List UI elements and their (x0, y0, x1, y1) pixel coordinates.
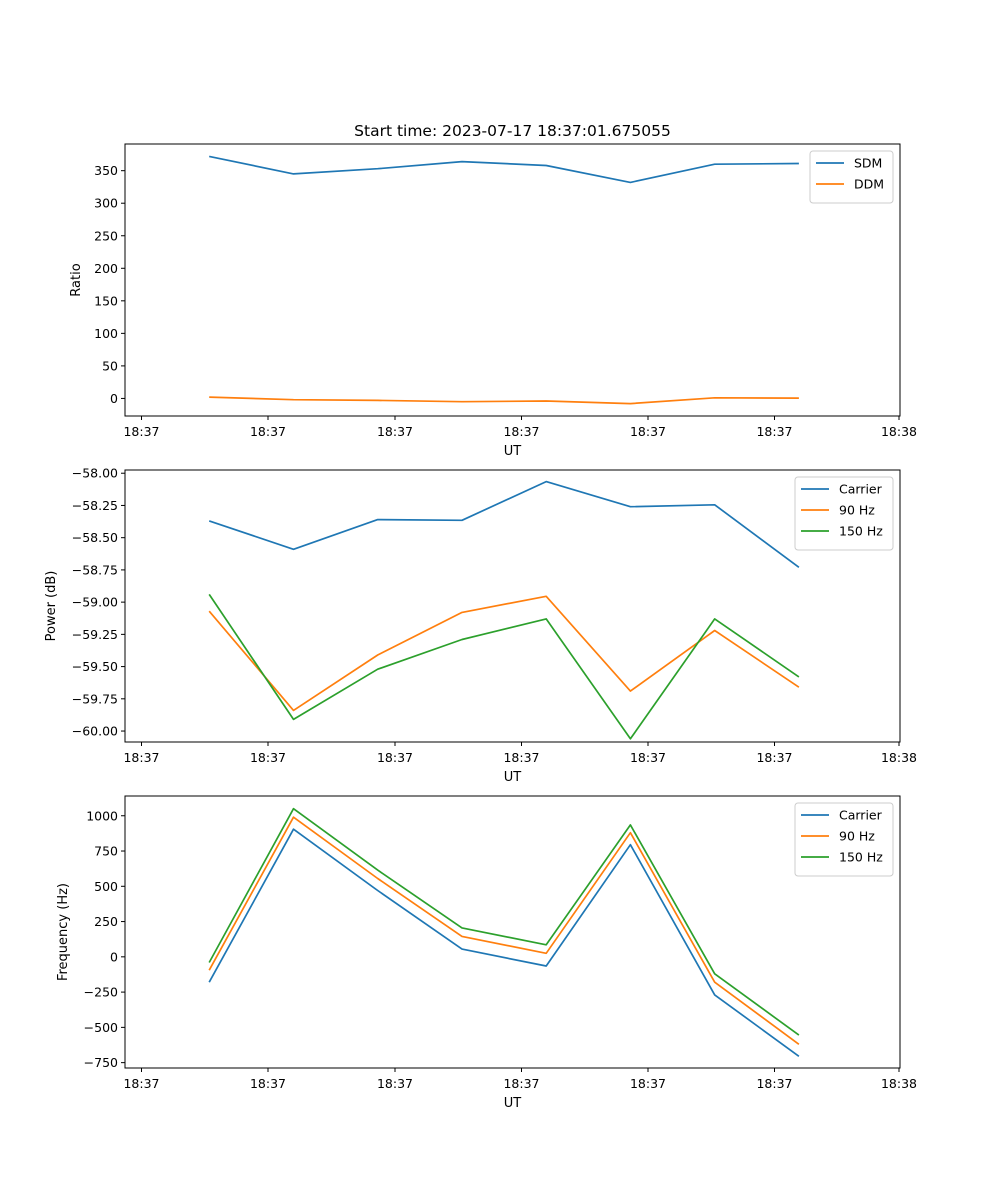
y-tick-label: −58.75 (72, 562, 118, 577)
axes-frame (124, 469, 901, 743)
x-tick-label: 18:37 (503, 424, 539, 439)
x-tick-label: 18:37 (123, 750, 159, 765)
legend-label: 150 Hz (839, 850, 883, 865)
y-tick-label: 0 (110, 949, 118, 964)
panels: 0 50 100 150 200 250 300 350 18:37 18:37 18:37 18:3… (44, 143, 917, 1111)
axes-frame (124, 143, 901, 417)
legend: Carrier 90 Hz 150 Hz (794, 476, 894, 551)
y-tick-label: −59.25 (72, 627, 118, 642)
y-tick-label: −59.50 (72, 659, 118, 674)
x-tick-label: 18:37 (630, 1076, 666, 1091)
legend-label: 90 Hz (839, 503, 875, 518)
x-tick-label: 18:37 (756, 750, 792, 765)
y-axis-label: Frequency (Hz) (56, 883, 71, 981)
legend-box (809, 150, 894, 204)
x-tick-label: 18:37 (756, 424, 792, 439)
series-line-150-hz (208, 593, 800, 740)
chart-panel-2: −60.00 −59.75 −59.50 −59.25 −59.00 −58.75 −58.… (44, 466, 917, 785)
series-line-sdm (209, 155, 799, 184)
y-tick-label: −58.00 (72, 466, 118, 481)
figure-title: Start time: 2023-07-17 18:37:01.675055 (354, 122, 671, 140)
x-tick-label: 18:37 (503, 750, 539, 765)
x-tick-label: 18:37 (250, 424, 286, 439)
y-axis-label: Ratio (69, 263, 84, 296)
x-tick-label: 18:37 (756, 1076, 792, 1091)
y-tick-label: 100 (94, 326, 118, 341)
series-line-90-hz (208, 816, 800, 1045)
x-tick-label: 18:37 (123, 1076, 159, 1091)
x-axis-label: UT (504, 444, 522, 459)
legend-label: 150 Hz (839, 524, 883, 539)
x-tick-label: 18:38 (881, 1076, 917, 1091)
legend-label: 90 Hz (839, 829, 875, 844)
x-tick-label: 18:37 (250, 750, 286, 765)
x-tick-label: 18:37 (377, 750, 413, 765)
x-tick-label: 18:38 (881, 750, 917, 765)
y-tick-label: 250 (94, 914, 118, 929)
y-tick-label: 1000 (86, 808, 118, 823)
x-tick-label: 18:37 (503, 1076, 539, 1091)
x-axis-label: UT (504, 770, 522, 785)
series-line-ddm (209, 396, 799, 405)
y-tick-label: −58.25 (72, 498, 118, 513)
y-tick-label: 250 (94, 228, 118, 243)
axes-frame (124, 795, 901, 1069)
y-tick-label: −250 (84, 985, 118, 1000)
series-line-90-hz (208, 595, 800, 712)
legend-label: SDM (854, 156, 882, 171)
y-tick-label: −750 (84, 1055, 118, 1070)
legend-label: Carrier (839, 808, 883, 823)
series-line-carrier (208, 480, 800, 568)
x-tick-label: 18:37 (630, 750, 666, 765)
y-tick-label: 350 (94, 163, 118, 178)
legend: Carrier 90 Hz 150 Hz (794, 802, 894, 877)
x-axis-label: UT (504, 1096, 522, 1111)
x-tick-label: 18:37 (250, 1076, 286, 1091)
y-tick-label: 0 (110, 391, 118, 406)
legend: SDM DDM (809, 150, 894, 204)
y-tick-label: −59.75 (72, 691, 118, 706)
chart-panel-1: 0 50 100 150 200 250 300 350 18:37 18:37 18:37 18:3… (69, 143, 917, 459)
legend-label: Carrier (839, 482, 883, 497)
y-tick-label: 150 (94, 293, 118, 308)
y-tick-label: −60.00 (72, 724, 118, 739)
y-tick-label: −500 (84, 1020, 118, 1035)
y-tick-label: 200 (94, 261, 118, 276)
x-tick-label: 18:37 (630, 424, 666, 439)
x-tick-label: 18:37 (377, 424, 413, 439)
y-tick-label: −59.00 (72, 595, 118, 610)
x-tick-label: 18:37 (123, 424, 159, 439)
y-tick-label: −58.50 (72, 530, 118, 545)
series-line-carrier (208, 828, 800, 1057)
x-tick-label: 18:38 (881, 424, 917, 439)
y-tick-label: 50 (102, 358, 118, 373)
y-tick-label: 750 (94, 844, 118, 859)
chart-panel-3: −750 −500 −250 0 250 500 750 1000 18:37 18:37 18:3… (56, 795, 917, 1111)
x-tick-label: 18:37 (377, 1076, 413, 1091)
legend-label: DDM (854, 177, 884, 192)
y-axis-label: Power (dB) (44, 571, 59, 642)
series-line-150-hz (208, 807, 800, 1036)
y-tick-label: 300 (94, 196, 118, 211)
y-tick-label: 500 (94, 879, 118, 894)
